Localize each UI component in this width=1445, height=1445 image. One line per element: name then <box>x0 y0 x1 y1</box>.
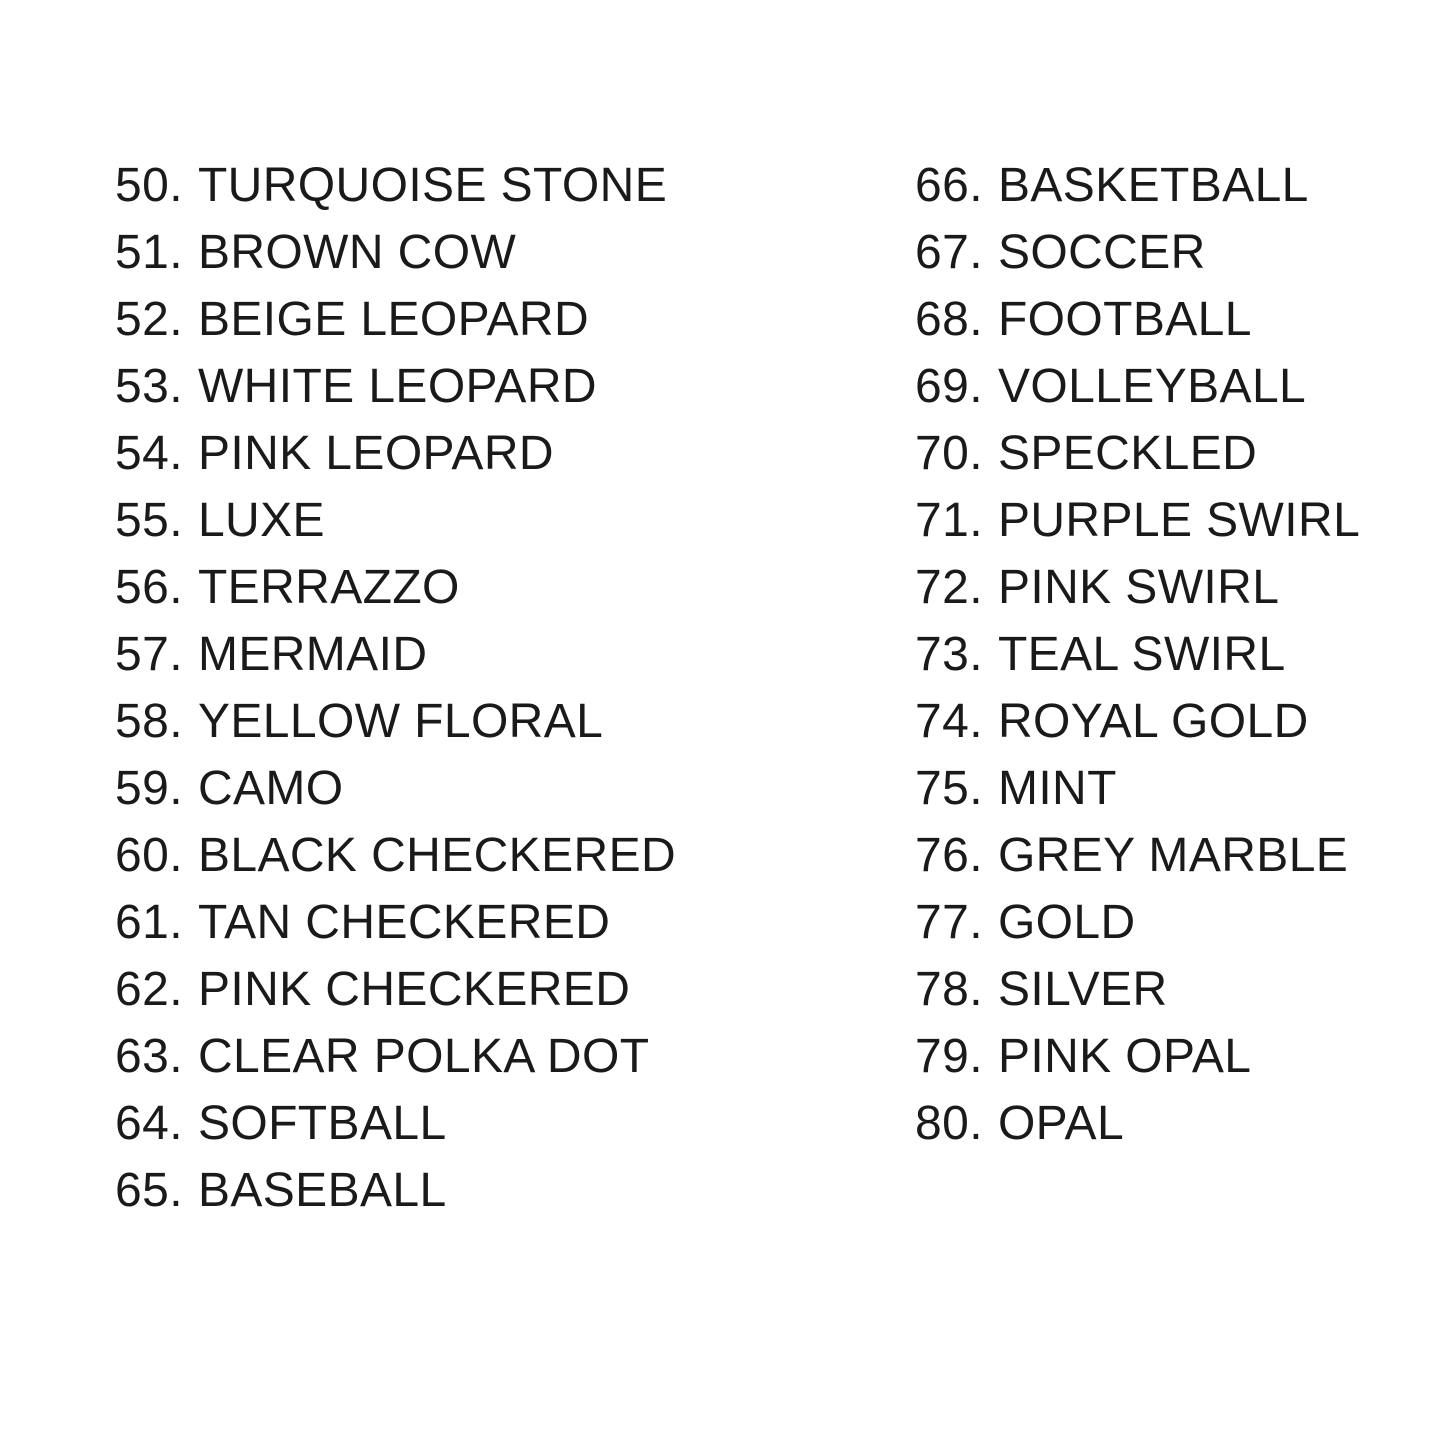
list-item: 73. TEAL SWIRL <box>915 621 1405 688</box>
item-label: MINT <box>997 762 1117 815</box>
item-number: 74. <box>915 695 983 748</box>
list-item: 80. OPAL <box>915 1090 1405 1157</box>
item-number: 79. <box>915 1030 983 1083</box>
list-item: 53. WHITE LEOPARD <box>115 353 915 420</box>
item-label: TERRAZZO <box>197 561 460 614</box>
list-item: 77. GOLD <box>915 889 1405 956</box>
list-item: 63. CLEAR POLKA DOT <box>115 1023 915 1090</box>
item-number: 64. <box>115 1097 183 1150</box>
item-label: TEAL SWIRL <box>997 628 1286 681</box>
list-item: 65. BASEBALL <box>115 1157 915 1224</box>
list-item: 66. BASKETBALL <box>915 152 1405 219</box>
item-label: SILVER <box>997 963 1168 1016</box>
item-number: 60. <box>115 829 183 882</box>
item-number: 57. <box>115 628 183 681</box>
list-item: 75. MINT <box>915 755 1405 822</box>
item-label: WHITE LEOPARD <box>197 360 597 413</box>
list-item: 50. TURQUOISE STONE <box>115 152 915 219</box>
item-number: 52. <box>115 293 183 346</box>
item-label: LUXE <box>197 494 325 547</box>
item-label: SPECKLED <box>997 427 1258 480</box>
list-item: 60. BLACK CHECKERED <box>115 822 915 889</box>
item-number: 77. <box>915 896 983 949</box>
item-label: FOOTBALL <box>997 293 1252 346</box>
item-number: 56. <box>115 561 183 614</box>
list-item: 70. SPECKLED <box>915 420 1405 487</box>
list-item: 55. LUXE <box>115 487 915 554</box>
item-label: TURQUOISE STONE <box>197 159 668 212</box>
item-number: 73. <box>915 628 983 681</box>
item-number: 55. <box>115 494 183 547</box>
numbered-list: 50. TURQUOISE STONE 51. BROWN COW 52. BEIGE L… <box>115 152 1405 1224</box>
item-number: 61. <box>115 896 183 949</box>
item-label: CLEAR POLKA DOT <box>197 1030 650 1083</box>
item-label: PINK CHECKERED <box>197 963 631 1016</box>
item-label: PINK OPAL <box>997 1030 1252 1083</box>
item-number: 75. <box>915 762 983 815</box>
list-item: 57. MERMAID <box>115 621 915 688</box>
item-label: MERMAID <box>197 628 428 681</box>
item-label: VOLLEYBALL <box>997 360 1307 413</box>
list-item: 68. FOOTBALL <box>915 286 1405 353</box>
item-number: 63. <box>115 1030 183 1083</box>
item-label: OPAL <box>997 1097 1125 1150</box>
list-item: 72. PINK SWIRL <box>915 554 1405 621</box>
item-label: BASEBALL <box>197 1164 447 1217</box>
list-item: 58. YELLOW FLORAL <box>115 688 915 755</box>
list-item: 56. TERRAZZO <box>115 554 915 621</box>
item-number: 53. <box>115 360 183 413</box>
list-item: 79. PINK OPAL <box>915 1023 1405 1090</box>
list-item: 51. BROWN COW <box>115 219 915 286</box>
item-number: 68. <box>915 293 983 346</box>
item-label: TAN CHECKERED <box>197 896 611 949</box>
item-label: CAMO <box>197 762 344 815</box>
item-label: PINK LEOPARD <box>197 427 554 480</box>
item-number: 59. <box>115 762 183 815</box>
item-number: 80. <box>915 1097 983 1150</box>
list-item: 69. VOLLEYBALL <box>915 353 1405 420</box>
item-label: GOLD <box>997 896 1136 949</box>
item-number: 66. <box>915 159 983 212</box>
list-item: 59. CAMO <box>115 755 915 822</box>
item-number: 62. <box>115 963 183 1016</box>
list-item: 52. BEIGE LEOPARD <box>115 286 915 353</box>
item-label: BLACK CHECKERED <box>197 829 677 882</box>
item-label: BROWN COW <box>197 226 517 279</box>
item-number: 69. <box>915 360 983 413</box>
item-label: SOCCER <box>997 226 1206 279</box>
item-label: YELLOW FLORAL <box>197 695 604 748</box>
list-item: 76. GREY MARBLE <box>915 822 1405 889</box>
item-number: 65. <box>115 1164 183 1217</box>
list-item: 64. SOFTBALL <box>115 1090 915 1157</box>
list-item: 62. PINK CHECKERED <box>115 956 915 1023</box>
item-number: 51. <box>115 226 183 279</box>
list-item: 78. SILVER <box>915 956 1405 1023</box>
list-item: 74. ROYAL GOLD <box>915 688 1405 755</box>
list-item: 54. PINK LEOPARD <box>115 420 915 487</box>
item-number: 67. <box>915 226 983 279</box>
item-label: PINK SWIRL <box>997 561 1280 614</box>
list-item: 71. PURPLE SWIRL <box>915 487 1405 554</box>
item-label: PURPLE SWIRL <box>997 494 1361 547</box>
item-label: BEIGE LEOPARD <box>197 293 590 346</box>
item-number: 70. <box>915 427 983 480</box>
item-label: BASKETBALL <box>997 159 1309 212</box>
item-number: 76. <box>915 829 983 882</box>
item-number: 72. <box>915 561 983 614</box>
item-number: 58. <box>115 695 183 748</box>
item-number: 50. <box>115 159 183 212</box>
list-column-right: 66. BASKETBALL 67. SOCCER 68. FOOTBALL 69. VOLL… <box>915 152 1405 1224</box>
item-label: SOFTBALL <box>197 1097 447 1150</box>
item-label: ROYAL GOLD <box>997 695 1309 748</box>
list-item: 67. SOCCER <box>915 219 1405 286</box>
item-label: GREY MARBLE <box>997 829 1349 882</box>
list-column-left: 50. TURQUOISE STONE 51. BROWN COW 52. BEIGE L… <box>115 152 915 1224</box>
item-number: 78. <box>915 963 983 1016</box>
list-item: 61. TAN CHECKERED <box>115 889 915 956</box>
item-number: 54. <box>115 427 183 480</box>
item-number: 71. <box>915 494 983 547</box>
